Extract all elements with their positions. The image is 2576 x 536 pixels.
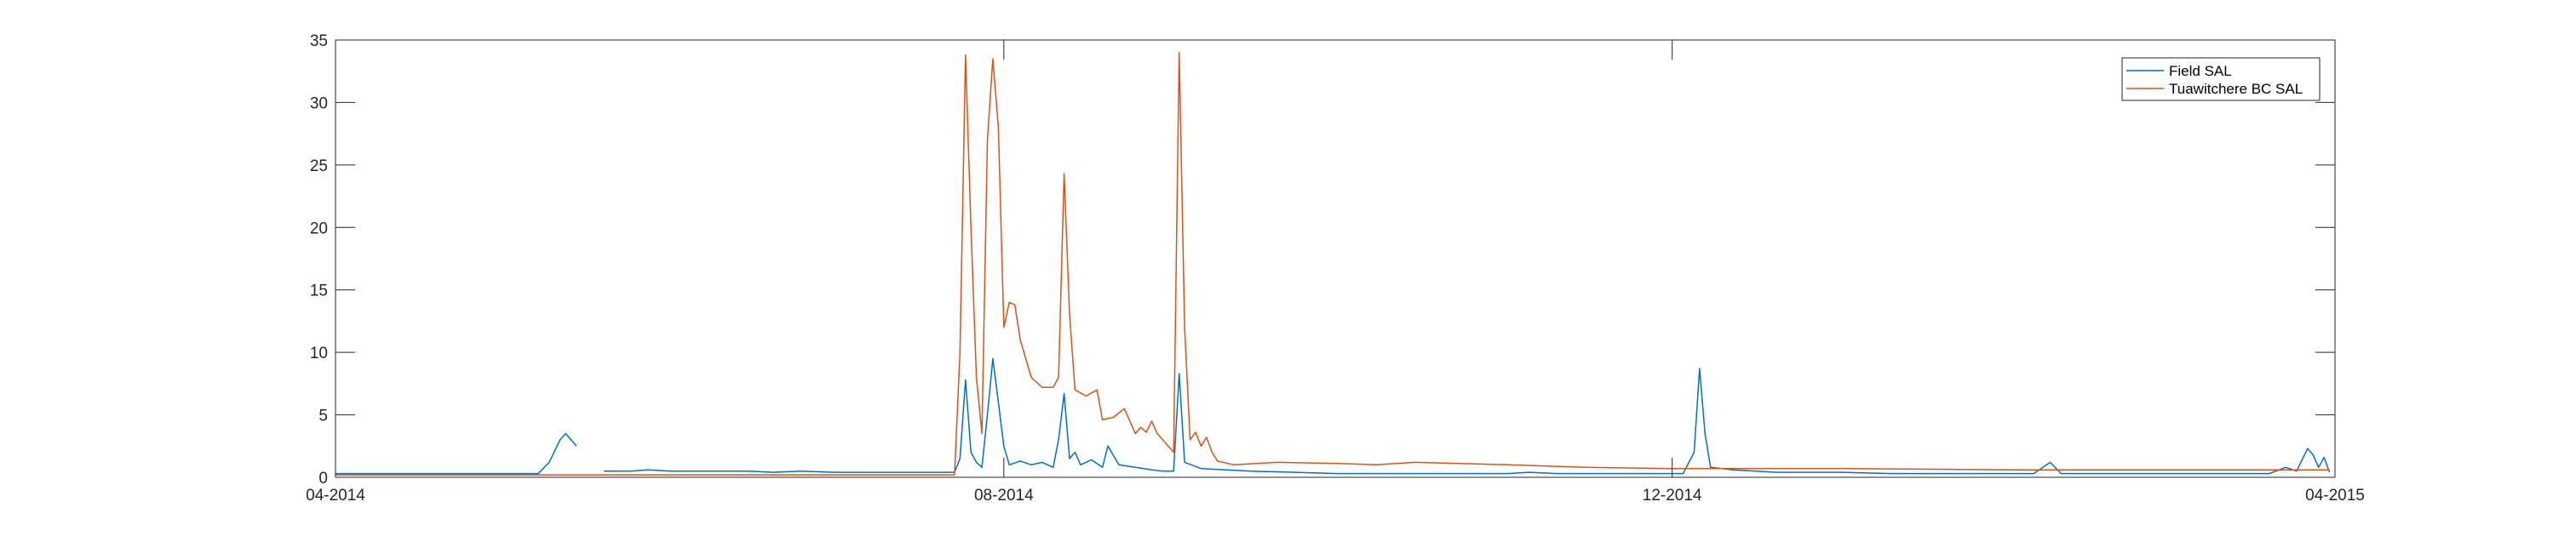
series-line-field-sal-segment-0 xyxy=(336,432,577,475)
y-tick-label-5: 25 xyxy=(310,157,328,175)
series-line-tuawitchere-bc-sal-segment-0 xyxy=(336,51,2330,476)
legend-box xyxy=(2121,57,2321,101)
legend-label-field-sal: Field SAL xyxy=(2169,63,2232,79)
y-axis: 0 5 10 15 20 25 30 35 xyxy=(310,32,2335,488)
y-tick-label-0: 0 xyxy=(318,470,328,488)
x-tick-label-0: 04-2014 xyxy=(306,487,365,505)
legend: Field SAL Tuawitchere BC SAL xyxy=(2121,57,2321,101)
x-axis: 04-2014 08-2014 12-2014 04-2015 xyxy=(306,40,2365,505)
y-tick-label-2: 10 xyxy=(310,345,328,362)
y-tick-label-7: 35 xyxy=(310,32,328,50)
legend-label-tuawitchere-bc-sal: Tuawitchere BC SAL xyxy=(2169,81,2303,97)
series-layer xyxy=(336,51,2331,476)
axes-box xyxy=(335,39,2336,478)
y-tick-label-3: 15 xyxy=(310,282,328,300)
x-tick-label-3: 04-2015 xyxy=(2305,487,2365,505)
plot-area xyxy=(336,40,2335,477)
axes-frame xyxy=(335,39,2336,478)
y-tick-label-1: 5 xyxy=(318,408,328,425)
x-tick-label-1: 08-2014 xyxy=(974,487,1034,505)
y-tick-label-6: 30 xyxy=(310,94,328,112)
y-tick-label-4: 20 xyxy=(310,220,328,237)
x-tick-label-2: 12-2014 xyxy=(1643,487,1702,505)
